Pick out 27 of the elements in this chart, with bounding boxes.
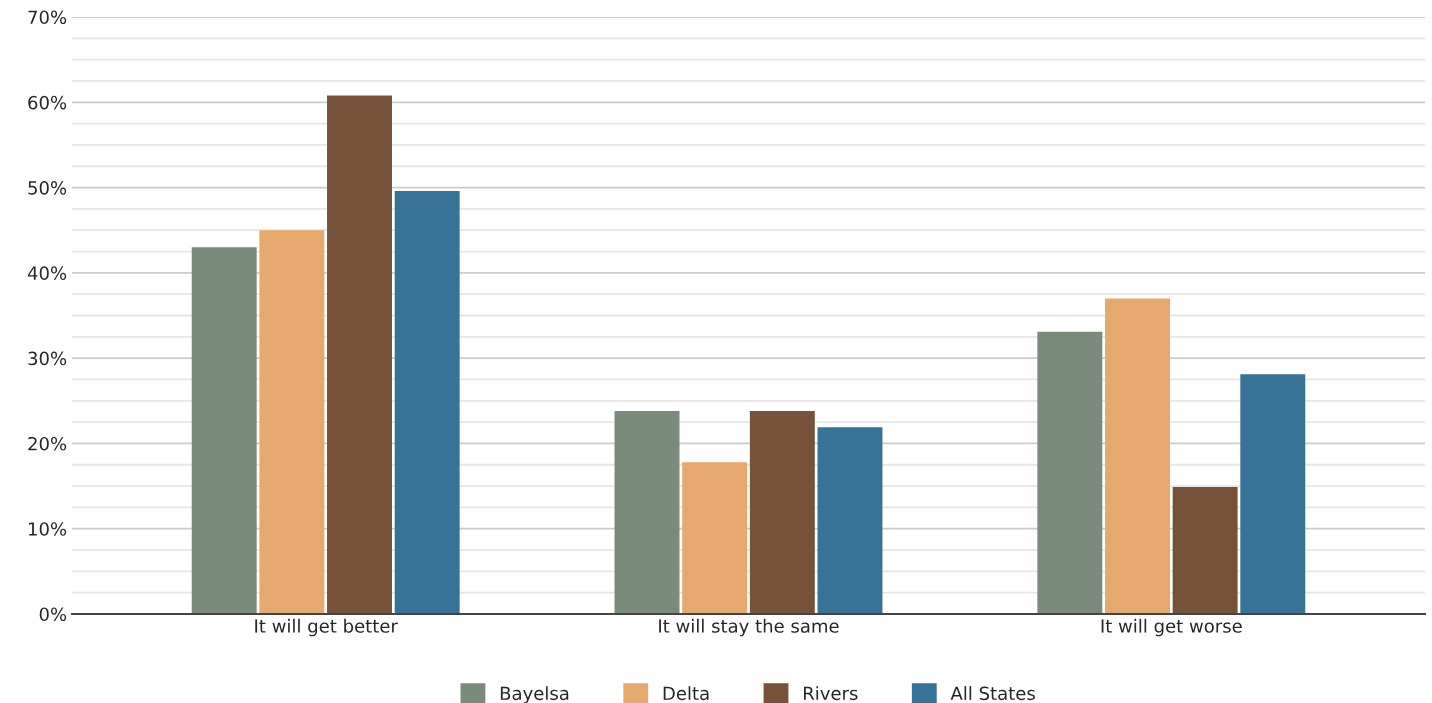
legend-label: Rivers bbox=[803, 686, 858, 701]
bar bbox=[394, 190, 460, 614]
y-tick-label: 50% bbox=[28, 181, 67, 195]
x-tick-label: It will get worse bbox=[1101, 618, 1242, 637]
bar bbox=[1240, 374, 1306, 614]
bar bbox=[1105, 298, 1170, 614]
bar bbox=[191, 247, 257, 614]
bar bbox=[817, 427, 883, 614]
y-tick-label: 40% bbox=[27, 266, 67, 280]
x-tick-label: It will get better bbox=[255, 618, 398, 637]
bar bbox=[259, 230, 325, 614]
y-tick-label: 30% bbox=[28, 351, 67, 366]
y-tick-label: 70% bbox=[28, 10, 67, 25]
bar bbox=[614, 411, 680, 614]
legend-label: Delta bbox=[663, 686, 709, 701]
bar bbox=[327, 95, 392, 614]
bar bbox=[1172, 486, 1238, 614]
y-tick-label: 0% bbox=[39, 607, 67, 622]
bar bbox=[682, 462, 748, 614]
legend-label: All States bbox=[950, 686, 1035, 701]
y-tick-label: 60% bbox=[28, 95, 67, 110]
y-tick-label: 10% bbox=[28, 522, 67, 536]
y-tick-label: 20% bbox=[28, 436, 67, 451]
x-tick-label: It will stay the same bbox=[659, 618, 839, 637]
bar bbox=[1037, 331, 1103, 614]
bar bbox=[749, 411, 815, 614]
legend-label: Bayelsa bbox=[500, 686, 569, 703]
